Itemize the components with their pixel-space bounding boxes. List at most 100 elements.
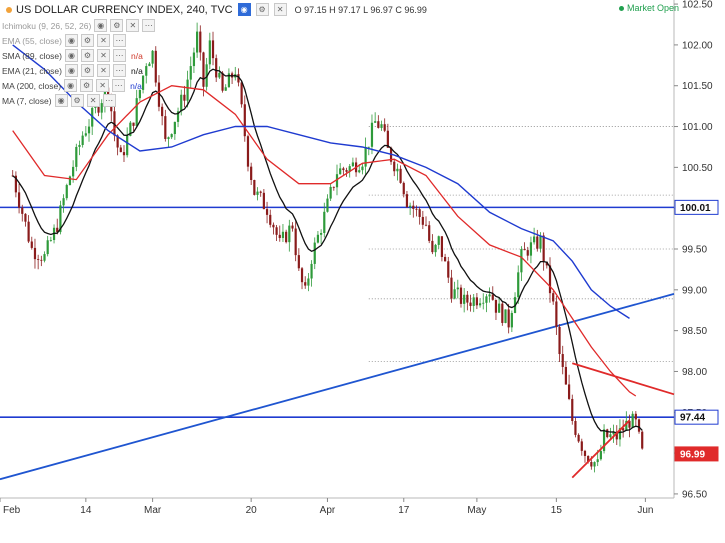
settings-icon[interactable]: ⚙	[80, 79, 94, 92]
price-tag-box	[674, 409, 719, 425]
candle-body	[307, 278, 310, 286]
candle-body	[587, 455, 590, 462]
candle-body	[342, 168, 345, 171]
candle-body	[157, 82, 161, 107]
indicator-row[interactable]: EMA (55, close) ◉ ⚙ ✕ ⋯	[2, 33, 427, 48]
eye-icon[interactable]: ◉	[94, 19, 108, 32]
candle-body	[628, 420, 631, 428]
eye-icon[interactable]: ◉	[237, 3, 251, 16]
candle-body	[116, 135, 119, 148]
indicator-row[interactable]: Ichimoku (9, 26, 52, 26) ◉ ⚙ ✕ ⋯	[2, 18, 427, 33]
delete-icon[interactable]: ✕	[86, 94, 100, 107]
sma89-line	[12, 85, 637, 397]
candle-body	[288, 225, 291, 243]
settings-icon[interactable]: ⚙	[255, 3, 269, 16]
candle-body	[351, 162, 354, 167]
x-tick-label: Jun	[637, 505, 653, 516]
candle-body	[625, 420, 628, 431]
candle-body	[498, 303, 501, 313]
more-icon[interactable]: ⋯	[102, 94, 116, 107]
indicator-row[interactable]: SMA (89, close) ◉ ⚙ ✕ ⋯ n/a	[2, 48, 427, 63]
candle-body	[478, 303, 482, 306]
more-icon[interactable]: ⋯	[113, 34, 126, 47]
candle-body	[33, 247, 37, 260]
symbol-flag-icon	[6, 6, 12, 13]
x-tick-label: 15	[551, 505, 563, 516]
candle-body	[329, 186, 332, 199]
eye-icon[interactable]: ◉	[65, 49, 78, 62]
candle-body	[348, 166, 351, 172]
settings-icon[interactable]: ⚙	[70, 94, 84, 107]
candle-body	[224, 87, 227, 91]
candle-body	[132, 122, 135, 126]
candle-body	[259, 191, 262, 193]
candle-body	[313, 242, 316, 264]
chart-title: US DOLLAR CURRENCY INDEX, 240, TVC	[16, 3, 233, 16]
candle-body	[599, 451, 602, 460]
candle-body	[571, 398, 574, 421]
settings-icon[interactable]: ⚙	[81, 64, 94, 77]
candle-body	[415, 208, 418, 210]
candle-body	[386, 130, 389, 148]
ohlc-values: O 97.15 H 97.17 L 96.97 C 96.99	[294, 4, 427, 15]
candle-body	[138, 89, 141, 99]
settings-icon[interactable]: ⚙	[110, 19, 124, 32]
candle-body	[275, 227, 278, 235]
more-icon[interactable]: ⋯	[113, 64, 126, 77]
candle-body	[447, 261, 450, 278]
candle-body	[59, 205, 62, 233]
candle-body	[469, 302, 472, 306]
delete-icon[interactable]: ✕	[97, 64, 110, 77]
settings-icon[interactable]: ⚙	[81, 34, 94, 47]
more-icon[interactable]: ⋯	[142, 19, 156, 32]
more-icon[interactable]: ⋯	[112, 79, 126, 92]
candle-body	[561, 354, 564, 367]
candle-body	[326, 198, 329, 212]
candle-body	[199, 31, 202, 53]
candle-body	[40, 259, 43, 261]
candle-body	[215, 58, 218, 78]
candle-body	[564, 366, 568, 385]
candle-body	[345, 170, 348, 172]
delete-icon[interactable]: ✕	[126, 19, 140, 32]
candle-body	[466, 294, 469, 303]
eye-icon[interactable]: ◉	[64, 79, 78, 92]
candle-body	[631, 413, 634, 428]
x-tick-label: 20	[246, 505, 258, 516]
candle-body	[358, 170, 361, 173]
candle-body	[593, 462, 596, 467]
close-icon[interactable]: ✕	[273, 3, 287, 16]
indicator-label: EMA (21, close)	[2, 65, 62, 76]
candle-body	[428, 225, 431, 241]
delete-icon[interactable]: ✕	[97, 34, 110, 47]
candle-body	[129, 122, 132, 136]
candle-body	[246, 136, 250, 167]
candle-body	[577, 434, 580, 442]
candle-body	[453, 289, 456, 299]
more-icon[interactable]: ⋯	[113, 49, 126, 62]
candle-body	[456, 287, 459, 290]
candle-body	[237, 74, 240, 83]
candle-body	[431, 240, 434, 253]
indicator-row[interactable]: MA (200, close) ◉ ⚙ ✕ ⋯ n/a	[2, 78, 427, 93]
delete-icon[interactable]: ✕	[97, 49, 110, 62]
indicator-value: n/a	[131, 65, 143, 76]
settings-icon[interactable]: ⚙	[81, 49, 94, 62]
candle-body	[285, 231, 288, 243]
price-tag-label: 97.44	[680, 413, 705, 424]
indicator-row[interactable]: MA (7, close) ◉ ⚙ ✕ ⋯	[2, 93, 427, 108]
eye-icon[interactable]: ◉	[65, 64, 78, 77]
candle-body	[510, 312, 513, 328]
eye-icon[interactable]: ◉	[54, 94, 68, 107]
candle-body	[316, 234, 320, 243]
candle-body	[459, 287, 463, 304]
candle-body	[380, 124, 383, 128]
delete-icon[interactable]: ✕	[96, 79, 110, 92]
eye-icon[interactable]: ◉	[65, 34, 78, 47]
candle-body	[176, 111, 180, 122]
candle-body	[361, 166, 364, 171]
indicator-value: n/a	[131, 50, 143, 61]
indicator-label: EMA (55, close)	[2, 35, 62, 46]
candle-body	[409, 205, 412, 207]
indicator-row[interactable]: EMA (21, close) ◉ ⚙ ✕ ⋯ n/a	[2, 63, 427, 78]
